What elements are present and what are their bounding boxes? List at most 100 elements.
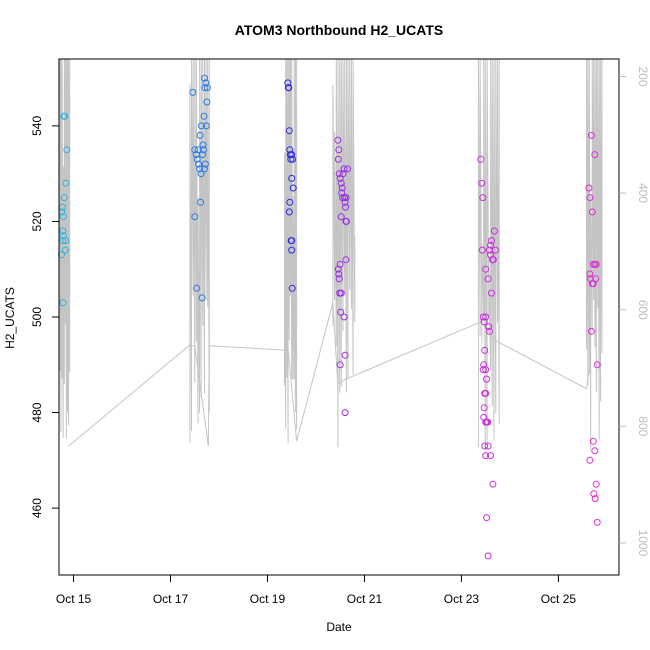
profile-segment-5 — [586, 58, 603, 450]
data-point — [488, 289, 495, 297]
data-point — [201, 160, 209, 168]
data-point — [289, 184, 297, 192]
data-point — [479, 313, 487, 321]
profile-lines — [59, 58, 603, 450]
data-point — [342, 256, 350, 264]
x-tick-label: Oct 21 — [347, 592, 383, 606]
data-point — [288, 174, 296, 182]
data-point — [59, 213, 67, 221]
data-point — [62, 179, 70, 187]
data-point — [344, 165, 351, 173]
data-point — [591, 495, 599, 503]
data-point — [61, 112, 69, 120]
data-point — [335, 146, 343, 154]
x-tick-label: Oct 25 — [541, 592, 577, 606]
data-point — [198, 122, 205, 130]
data-point — [478, 179, 486, 187]
data-point — [196, 131, 204, 139]
data-point — [288, 151, 296, 159]
data-point — [593, 518, 601, 526]
data-point — [480, 404, 488, 412]
data-point — [59, 232, 67, 240]
data-points — [57, 74, 601, 560]
data-point — [484, 418, 492, 426]
data-point — [334, 136, 342, 144]
data-point — [484, 552, 492, 560]
data-point — [482, 389, 490, 397]
x-tick-label: Oct 17 — [153, 592, 189, 606]
data-point — [203, 84, 211, 92]
data-point — [202, 122, 210, 130]
data-point — [491, 246, 499, 254]
data-point — [335, 275, 343, 283]
right-tick-label: 800 — [636, 416, 650, 436]
data-point — [198, 294, 206, 302]
y-axis-right: 200 400 600 800 1000 — [619, 66, 650, 557]
data-point — [592, 275, 600, 283]
data-point — [285, 127, 293, 135]
data-point — [336, 260, 344, 268]
y-tick-label: 460 — [30, 498, 44, 518]
data-point — [337, 179, 345, 187]
data-point — [483, 375, 491, 383]
data-point — [289, 155, 297, 163]
data-point — [485, 323, 493, 331]
data-point — [480, 413, 488, 421]
x-axis-label: Date — [326, 620, 352, 634]
data-point — [340, 313, 348, 321]
data-point — [482, 265, 490, 273]
y-tick-label: 480 — [30, 402, 44, 422]
series-4 — [477, 155, 499, 560]
data-point — [202, 79, 210, 87]
data-point — [587, 131, 595, 139]
data-point — [286, 146, 294, 154]
data-point — [479, 194, 487, 202]
series-2 — [284, 79, 297, 292]
data-point — [340, 165, 348, 173]
data-point — [287, 155, 295, 163]
data-point — [589, 437, 597, 445]
data-point — [479, 366, 487, 374]
series-1 — [189, 74, 211, 302]
data-point — [200, 112, 208, 120]
data-point — [482, 313, 490, 321]
data-point — [336, 361, 344, 369]
series-3 — [334, 136, 351, 417]
data-point — [592, 480, 600, 488]
data-point — [339, 170, 347, 178]
data-point — [196, 165, 204, 173]
data-point — [59, 237, 67, 245]
data-point — [63, 146, 71, 154]
data-point — [484, 275, 492, 283]
data-point — [338, 184, 346, 192]
data-point — [483, 514, 491, 522]
data-point — [477, 155, 485, 163]
data-point — [194, 146, 202, 154]
right-tick-label: 600 — [636, 300, 650, 320]
y-tick-label: 540 — [30, 116, 44, 136]
data-point — [335, 170, 343, 178]
data-point — [481, 442, 489, 450]
data-point — [588, 208, 596, 216]
series-5 — [585, 131, 601, 526]
data-point — [334, 155, 342, 163]
data-point — [482, 452, 490, 460]
x-tick-label: Oct 15 — [56, 592, 92, 606]
data-point — [341, 409, 349, 417]
data-point — [487, 241, 494, 249]
data-point — [586, 456, 594, 464]
data-point — [591, 447, 599, 455]
data-point — [586, 194, 594, 202]
data-point — [61, 246, 69, 254]
data-point — [200, 146, 207, 154]
data-point — [195, 160, 203, 168]
data-point — [341, 198, 349, 206]
data-point — [585, 184, 593, 192]
data-point — [590, 490, 598, 498]
data-point — [593, 361, 601, 369]
data-point — [197, 198, 205, 206]
data-point — [486, 327, 493, 335]
data-point — [59, 227, 67, 235]
data-point — [337, 289, 345, 297]
